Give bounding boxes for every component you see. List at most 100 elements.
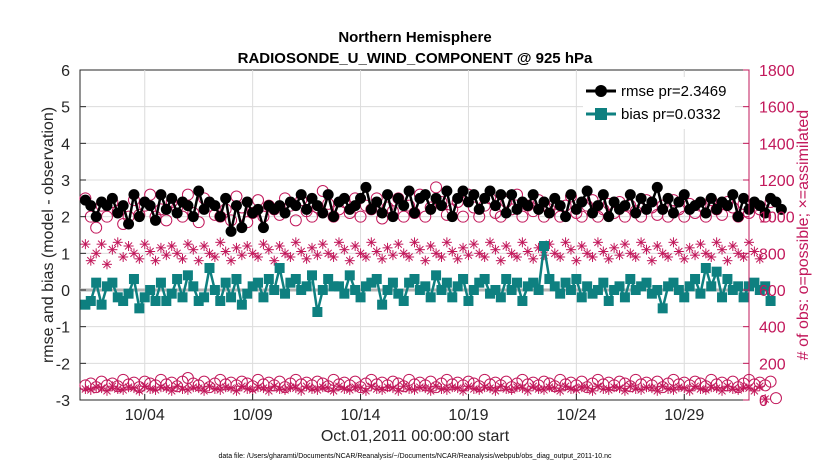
chart-title: Northern Hemisphere (338, 29, 491, 46)
obs-assimilated-low-point (312, 384, 323, 395)
obs-assimilated-point (684, 242, 695, 253)
obs-assimilated-point (193, 255, 204, 266)
bias-point (247, 281, 258, 292)
bias-point (679, 292, 690, 303)
obs-assimilated-low-point (522, 385, 533, 396)
rmse-point (225, 225, 237, 237)
obs-assimilated-low-point (474, 384, 485, 395)
obs-assimilated-point (123, 241, 134, 251)
bias-point (646, 288, 657, 299)
rmse-point (635, 192, 647, 204)
bias-point (603, 296, 614, 306)
obs-assimilated-point (253, 252, 264, 262)
obs-assimilated-low-point (425, 385, 436, 396)
y-tick-label-left: 0 (61, 283, 70, 300)
obs-assimilated-point (161, 250, 172, 261)
obs-assimilated-low-point (749, 385, 760, 396)
obs-assimilated-low-point (673, 382, 684, 393)
bias-point (474, 277, 485, 288)
bias-point (166, 288, 177, 299)
bias-point (274, 263, 285, 273)
obs-assimilated-low-point (609, 382, 620, 393)
bias-point (571, 274, 582, 284)
obs-assimilated-point (555, 252, 566, 262)
bias-point (598, 277, 609, 288)
y-tick-label-left: 3 (61, 173, 70, 190)
rmse-point (662, 192, 674, 204)
obs-assimilated-low-point (360, 385, 371, 396)
obs-assimilated-point (150, 255, 161, 266)
rmse-point (705, 192, 717, 204)
y-tick-label-right: 200 (759, 356, 786, 373)
rmse-point (85, 200, 97, 212)
obs-assimilated-low-point (544, 382, 555, 393)
rmse-point (301, 203, 313, 215)
rmse-point (495, 189, 507, 201)
obs-assimilated-point (366, 237, 377, 248)
rmse-point (209, 200, 221, 212)
obs-possible-point (289, 214, 302, 227)
bias-point (91, 277, 102, 288)
rmse-point (506, 189, 518, 201)
bias-point (355, 292, 366, 303)
bias-point (490, 285, 501, 295)
bias-point (209, 285, 220, 295)
obs-assimilated-low-point (431, 381, 442, 392)
obs-assimilated-low-point (172, 381, 183, 392)
bias-point (479, 274, 490, 284)
bias-point (668, 277, 679, 288)
obs-assimilated-point (733, 248, 744, 259)
bias-point (544, 274, 555, 284)
rmse-point (732, 211, 744, 223)
rmse-point (700, 207, 712, 219)
rmse-point (489, 200, 501, 212)
rmse-point (597, 189, 609, 201)
obs-assimilated-point (118, 252, 129, 262)
obs-assimilated-point (204, 248, 215, 259)
obs-assimilated-point (506, 248, 517, 259)
rmse-point (257, 222, 269, 234)
obs-assimilated-low-point (754, 381, 765, 392)
bias-point (177, 292, 188, 303)
rmse-point (446, 211, 458, 223)
rmse-point (619, 200, 631, 212)
y-tick-label-right: 1000 (759, 210, 795, 227)
bias-point (555, 288, 566, 299)
obs-assimilated-point (344, 255, 355, 266)
obs-assimilated-low-point (555, 385, 566, 396)
bias-point (458, 274, 469, 284)
obs-assimilated-point (398, 248, 409, 259)
bias-point (199, 292, 210, 303)
bias-point (706, 281, 717, 292)
obs-assimilated-low-point (636, 384, 647, 395)
rmse-point (403, 185, 415, 197)
obs-assimilated-low-point (463, 381, 474, 392)
obs-assimilated-point (155, 242, 166, 253)
bias-point (657, 303, 668, 314)
bias-point (350, 285, 361, 295)
obs-assimilated-low-point (695, 384, 706, 394)
rmse-point (355, 192, 367, 204)
obs-assimilated-point (749, 246, 760, 257)
obs-assimilated-point (85, 255, 96, 266)
rmse-point (630, 207, 642, 219)
bias-point (344, 270, 355, 281)
rmse-point (500, 207, 512, 219)
rmse-point (775, 203, 787, 215)
rmse-point (214, 211, 226, 223)
obs-assimilated-point (441, 237, 452, 248)
rmse-point (133, 211, 145, 223)
bias-point (636, 281, 647, 292)
obs-assimilated-point (619, 239, 630, 250)
obs-assimilated-low-point (458, 385, 469, 396)
obs-assimilated-low-point (236, 381, 247, 392)
obs-assimilated-point (274, 241, 285, 251)
obs-assimilated-point (226, 255, 237, 266)
obs-assimilated-point (706, 252, 717, 262)
obs-assimilated-point (296, 246, 307, 257)
obs-assimilated-low-point (328, 385, 339, 396)
obs-assimilated-low-point (128, 383, 139, 394)
obs-assimilated-point (738, 252, 749, 262)
obs-assimilated-point (630, 252, 641, 262)
rmse-point (279, 207, 291, 219)
